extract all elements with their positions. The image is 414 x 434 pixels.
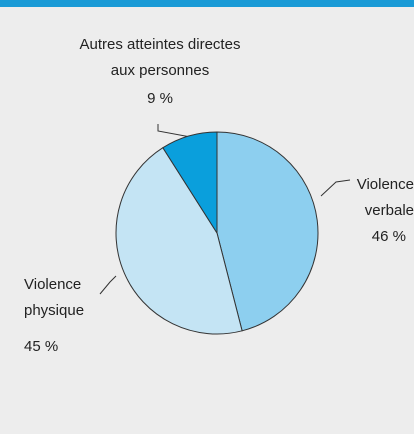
slice-label: Violence physique [24,276,85,319]
leader-line [99,275,117,295]
leader-line [157,124,197,139]
header-bar [0,0,414,7]
value-label: 46 % [371,228,406,245]
pie-slice [162,131,218,235]
slice-label: Autres atteintes directes aux personnes [79,36,241,79]
leader-line [320,179,351,197]
value-label: 45 % [24,338,59,355]
pie-slice [216,131,319,332]
value-label: 9 % [147,90,173,107]
pie-slice [115,147,243,335]
slice-label: Violence verbale [356,176,414,219]
